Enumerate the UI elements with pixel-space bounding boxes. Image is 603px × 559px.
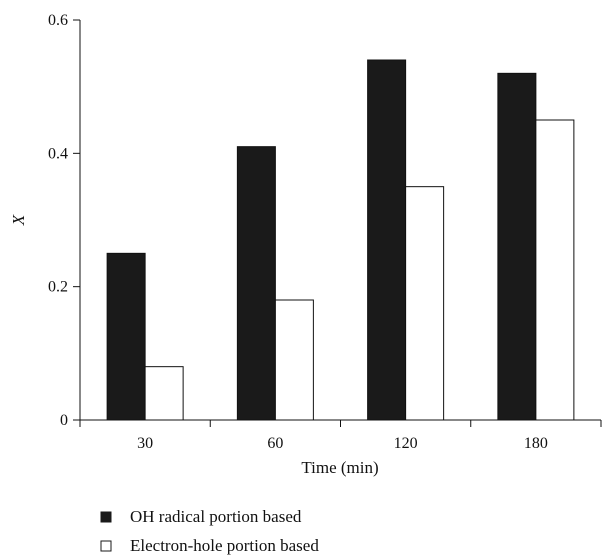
bar-electron-hole-30 xyxy=(145,367,183,420)
bar-series xyxy=(107,60,574,420)
legend-label-electron-hole: Electron-hole portion based xyxy=(130,536,319,555)
bar-oh-radical-30 xyxy=(107,253,145,420)
y-tick-label: 0.2 xyxy=(48,279,68,296)
bar-electron-hole-120 xyxy=(406,187,444,420)
y-axis-ticks: 0 0.2 0.4 0.6 xyxy=(48,12,80,429)
x-tick-label: 60 xyxy=(267,435,283,452)
x-tick-label: 30 xyxy=(137,435,153,452)
y-tick-label: 0.6 xyxy=(48,12,68,29)
x-tick-label: 120 xyxy=(394,435,418,452)
y-axis-title: X xyxy=(9,214,28,226)
bar-oh-radical-180 xyxy=(498,73,536,420)
bar-oh-radical-60 xyxy=(237,147,275,420)
legend-swatch-oh-radical xyxy=(101,512,111,522)
x-axis-ticks: 30 60 120 180 xyxy=(80,420,601,452)
bar-electron-hole-180 xyxy=(536,120,574,420)
x-tick-label: 180 xyxy=(524,435,548,452)
legend-label-oh-radical: OH radical portion based xyxy=(130,507,302,526)
bar-electron-hole-60 xyxy=(275,300,313,420)
legend-swatch-electron-hole xyxy=(101,541,111,551)
y-tick-label: 0.4 xyxy=(48,145,68,162)
plot-area: 0 0.2 0.4 0.6 30 60 120 180 xyxy=(48,12,601,452)
legend: OH radical portion based Electron-hole p… xyxy=(101,507,319,555)
bar-oh-radical-120 xyxy=(368,60,406,420)
x-axis-title: Time (min) xyxy=(301,458,378,477)
y-tick-label: 0 xyxy=(60,412,68,429)
